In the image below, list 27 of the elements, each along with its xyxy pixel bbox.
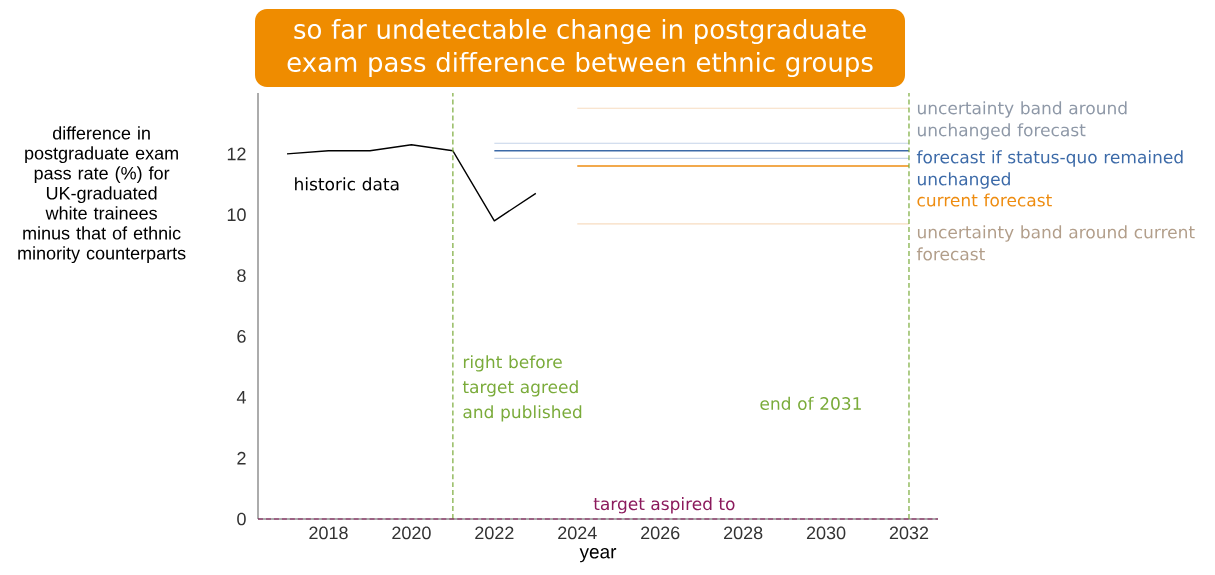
series-label: current forecast	[917, 193, 1052, 207]
x-tick-label: 2026	[641, 526, 680, 540]
series-label: forecast if status-quo remained unchanged	[916, 150, 1183, 189]
y-tick-label: 0	[237, 512, 246, 526]
y-tick-label: 10	[227, 208, 246, 222]
x-tick-label: 2030	[806, 526, 846, 540]
x-axis-title: year	[579, 548, 617, 563]
ref-line-label: end of 2031	[760, 396, 861, 410]
y-tick-label: 12	[227, 147, 246, 161]
x-tick-label: 2024	[558, 526, 597, 540]
y-tick-label: 2	[237, 451, 246, 465]
y-axis-title: difference in postgraduate exam pass rate (%) for UK-graduated white trainees minus that of ethnic minority counterparts	[18, 126, 186, 264]
series-label: uncertainty band around current forecast	[916, 225, 1195, 261]
x-tick-label: 2022	[475, 526, 514, 540]
y-tick-label: 6	[237, 330, 246, 343]
series-label: historic data	[295, 177, 399, 191]
x-tick-label: 2020	[392, 526, 431, 540]
x-tick-label: 2028	[724, 526, 763, 540]
ref-line-label: right before target agreed and published	[462, 355, 582, 422]
series-label: uncertainty band around unchanged forecast	[917, 101, 1127, 140]
x-tick-label: 2032	[889, 526, 929, 540]
ref-line-label: target aspired to	[593, 497, 735, 514]
chart-title: so far undetectable change in postgraduate exam pass difference between ethnic groups	[287, 18, 873, 78]
x-tick-label: 2018	[309, 526, 348, 540]
line-series	[286, 144, 537, 222]
y-tick-label: 4	[236, 391, 246, 404]
y-tick-label: 8	[237, 269, 246, 282]
